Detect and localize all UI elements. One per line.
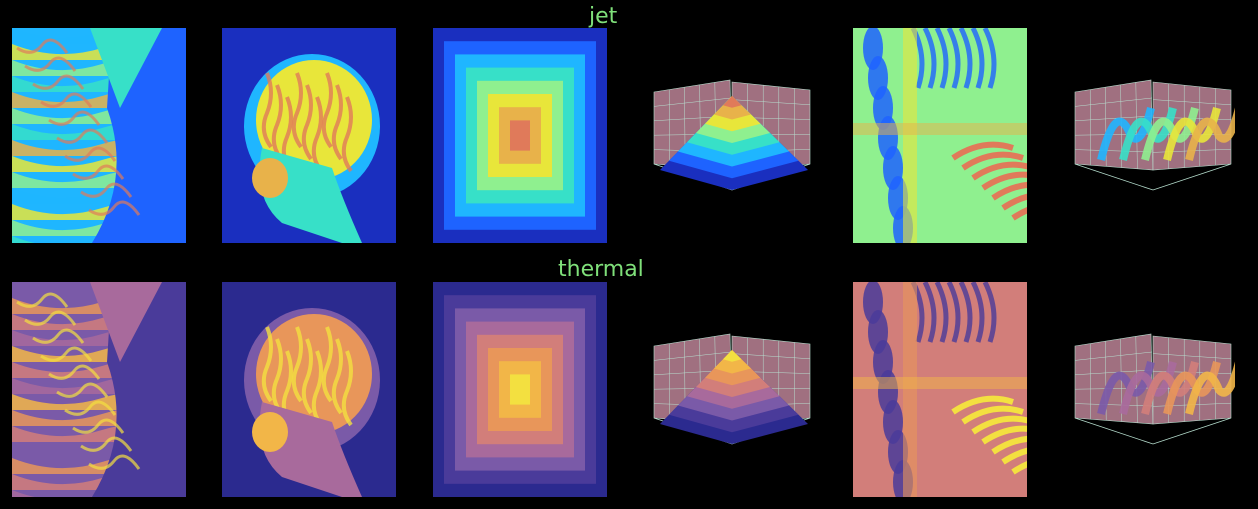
jet-pyramid-surface-3d [650,78,814,194]
jet-interference-pattern-image [853,28,1027,243]
row-title-thermal: thermal [558,257,644,282]
thermal-terrain-image [12,282,186,497]
thermal-concentric-squares-image [433,282,607,497]
jet-terrain-image [12,28,186,243]
thermal-pyramid-surface-3d [650,332,814,448]
thermal-interference-pattern-image [853,282,1027,497]
jet-wave-surface-3d [1071,78,1235,194]
thermal-mri-head-image [222,282,396,497]
row-title-jet: jet [589,4,618,29]
thermal-wave-surface-3d [1071,332,1235,448]
jet-concentric-squares-image [433,28,607,243]
jet-mri-head-image [222,28,396,243]
